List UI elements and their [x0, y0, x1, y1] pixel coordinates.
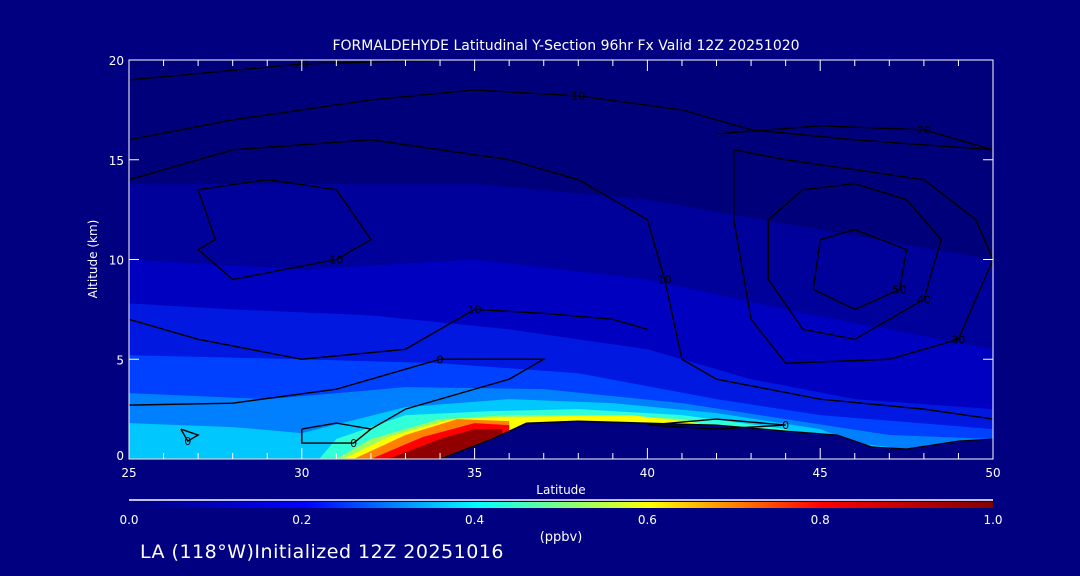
colorbar-tick-label: 0.4 — [465, 513, 484, 527]
contour-line — [196, 178, 372, 281]
contour-label: 10 — [468, 303, 482, 316]
y-tick-label: 10 — [109, 254, 124, 268]
contour-label: 20 — [917, 124, 931, 137]
x-axis-label: Latitude — [536, 483, 585, 497]
colorbar-tick-label: 1.0 — [983, 513, 1002, 527]
y-tick-label: 15 — [109, 154, 124, 168]
y-axis-label: Altitude (km) — [86, 220, 100, 299]
contour-line — [767, 182, 942, 341]
contour-line — [812, 228, 908, 311]
contour-label: 0 — [350, 437, 357, 450]
contour-label: 0 — [437, 353, 444, 366]
y-tick-label: 20 — [109, 54, 124, 68]
contour-label: 10 — [658, 273, 672, 286]
contour-line — [180, 428, 200, 443]
x-tick-label: 40 — [640, 466, 655, 480]
colorbar — [135, 502, 993, 508]
x-tick-label: 30 — [294, 466, 309, 480]
contour-line — [733, 149, 993, 364]
colorbar-tick-label: 0.6 — [638, 513, 657, 527]
contour-label: 0 — [782, 419, 789, 432]
contour-label: 0 — [184, 435, 191, 448]
contour-line — [301, 422, 373, 444]
terrain-outline — [129, 420, 993, 459]
contour-label: 40 — [917, 293, 931, 306]
colorbar-tick-label: 0.2 — [292, 513, 311, 527]
contour-line — [647, 418, 786, 430]
colorbar-label: (ppbv) — [540, 530, 583, 545]
contour-line — [716, 125, 993, 151]
x-tick-label: 35 — [467, 466, 482, 480]
contour-label: 10 — [329, 254, 343, 267]
contour-line — [129, 89, 993, 151]
colorbar-tick-label: 0.8 — [811, 513, 830, 527]
colorbar-ticks: 0.0 0.2 0.4 0.6 0.8 1.0 — [119, 513, 1002, 527]
contour-label: 10 — [571, 90, 585, 103]
axes: 25 30 35 40 45 50 0 5 10 15 20 — [109, 54, 1001, 480]
chart-title: FORMALDEHYDE Latitudinal Y-Section 96hr … — [332, 38, 799, 54]
contour-label: 30 — [951, 333, 965, 346]
contour-label: 50 — [893, 283, 907, 296]
colorbar-tick-label: 0.0 — [119, 513, 138, 527]
y-tick-label: 0 — [116, 449, 124, 463]
contour-line — [129, 139, 993, 420]
contour-line — [129, 358, 547, 430]
x-tick-label: 50 — [985, 466, 1000, 480]
y-tick-label: 5 — [116, 353, 124, 367]
x-tick-label: 45 — [813, 466, 828, 480]
contour-line — [129, 308, 648, 360]
footer-text: LA (118°W)Initialized 12Z 20251016 — [140, 541, 504, 563]
x-tick-label: 25 — [121, 466, 136, 480]
